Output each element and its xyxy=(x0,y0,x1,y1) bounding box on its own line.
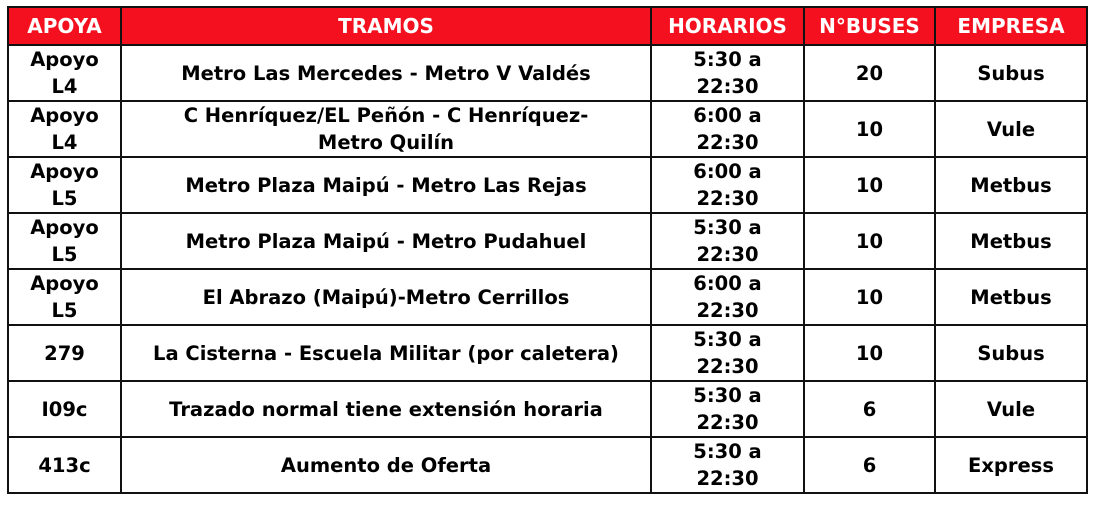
header-horarios: HORARIOS xyxy=(650,6,805,46)
header-apoya: APOYA xyxy=(7,6,122,46)
empresa-cell: Vule xyxy=(934,380,1088,438)
empresa-cell: Express xyxy=(934,436,1088,494)
header-tramos: TRAMOS xyxy=(120,6,652,46)
apoya-cell: Apoyo L4 xyxy=(7,100,122,158)
apoya-cell: 279 xyxy=(7,324,122,382)
table-row: Apoyo L5 Metro Plaza Maipú - Metro Pudahu… xyxy=(7,212,1088,270)
horario-cell: 5:30 a 22:30 xyxy=(650,44,805,102)
buses-cell: 20 xyxy=(803,44,936,102)
empresa-cell: Vule xyxy=(934,100,1088,158)
empresa-cell: Metbus xyxy=(934,268,1088,326)
empresa-cell: Metbus xyxy=(934,156,1088,214)
horario-cell: 6:00 a 22:30 xyxy=(650,100,805,158)
horario-cell: 6:00 a 22:30 xyxy=(650,268,805,326)
buses-cell: 10 xyxy=(803,268,936,326)
horario-cell: 5:30 a 22:30 xyxy=(650,380,805,438)
tramo-cell: Metro Las Mercedes - Metro V Valdés xyxy=(120,44,652,102)
tramo-cell: Metro Plaza Maipú - Metro Las Rejas xyxy=(120,156,652,214)
empresa-cell: Subus xyxy=(934,44,1088,102)
table-header: APOYA TRAMOS HORARIOS N°BUSES EMPRESA xyxy=(7,6,1088,46)
table-row: Apoyo L5 Metro Plaza Maipú - Metro Las Re… xyxy=(7,156,1088,214)
tramo-cell: Trazado normal tiene extensión horaria xyxy=(120,380,652,438)
buses-cell: 6 xyxy=(803,380,936,438)
empresa-cell: Metbus xyxy=(934,212,1088,270)
buses-cell: 10 xyxy=(803,100,936,158)
table-row: Apoyo L5 El Abrazo (Maipú)-Metro Cerrillo… xyxy=(7,268,1088,326)
buses-cell: 6 xyxy=(803,436,936,494)
table-row: Apoyo L4 C Henríquez/EL Peñón - C Henríqu… xyxy=(7,100,1088,158)
apoya-cell: Apoyo L5 xyxy=(7,212,122,270)
apoya-cell: 413c xyxy=(7,436,122,494)
table-row: Apoyo L4 Metro Las Mercedes - Metro V Val… xyxy=(7,44,1088,102)
tramo-cell: Aumento de Oferta xyxy=(120,436,652,494)
apoya-cell: Apoyo L5 xyxy=(7,268,122,326)
buses-cell: 10 xyxy=(803,212,936,270)
horario-cell: 5:30 a 22:30 xyxy=(650,212,805,270)
horario-cell: 6:00 a 22:30 xyxy=(650,156,805,214)
tramo-cell: C Henríquez/EL Peñón - C Henríquez-Metro… xyxy=(120,100,652,158)
table-row: I09c Trazado normal tiene extensión horar… xyxy=(7,380,1088,438)
horario-cell: 5:30 a 22:30 xyxy=(650,436,805,494)
header-empresa: EMPRESA xyxy=(934,6,1088,46)
table-row: 279 La Cisterna - Escuela Militar (por ca… xyxy=(7,324,1088,382)
apoya-cell: Apoyo L4 xyxy=(7,44,122,102)
tramo-cell: Metro Plaza Maipú - Metro Pudahuel xyxy=(120,212,652,270)
table-row: 413c Aumento de Oferta 5:30 a 22:30 6 Expres… xyxy=(7,436,1088,494)
apoya-cell: Apoyo L5 xyxy=(7,156,122,214)
apoya-cell: I09c xyxy=(7,380,122,438)
bus-routes-table: APOYA TRAMOS HORARIOS N°BUSES EMPRESA Ap… xyxy=(7,6,1088,494)
empresa-cell: Subus xyxy=(934,324,1088,382)
buses-cell: 10 xyxy=(803,324,936,382)
horario-cell: 5:30 a 22:30 xyxy=(650,324,805,382)
buses-cell: 10 xyxy=(803,156,936,214)
table-body: Apoyo L4 Metro Las Mercedes - Metro V Val… xyxy=(7,44,1088,494)
tramo-cell: El Abrazo (Maipú)-Metro Cerrillos xyxy=(120,268,652,326)
header-buses: N°BUSES xyxy=(803,6,936,46)
tramo-cell: La Cisterna - Escuela Militar (por calet… xyxy=(120,324,652,382)
